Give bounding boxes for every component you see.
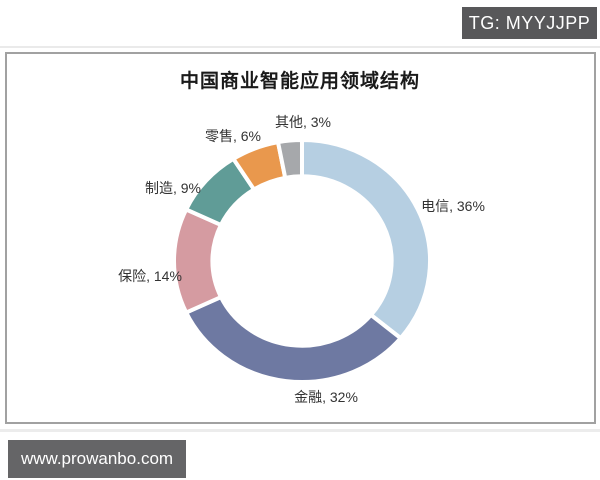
chart-title: 中国商业智能应用领域结构: [179, 71, 420, 92]
divider-top: [0, 46, 600, 48]
watermark-tg-badge: TG: MYYJJPP: [462, 7, 597, 39]
watermark-url-badge: www.prowanbo.com: [8, 440, 186, 478]
chart-frame: [5, 52, 596, 424]
divider-bottom: [0, 429, 600, 432]
